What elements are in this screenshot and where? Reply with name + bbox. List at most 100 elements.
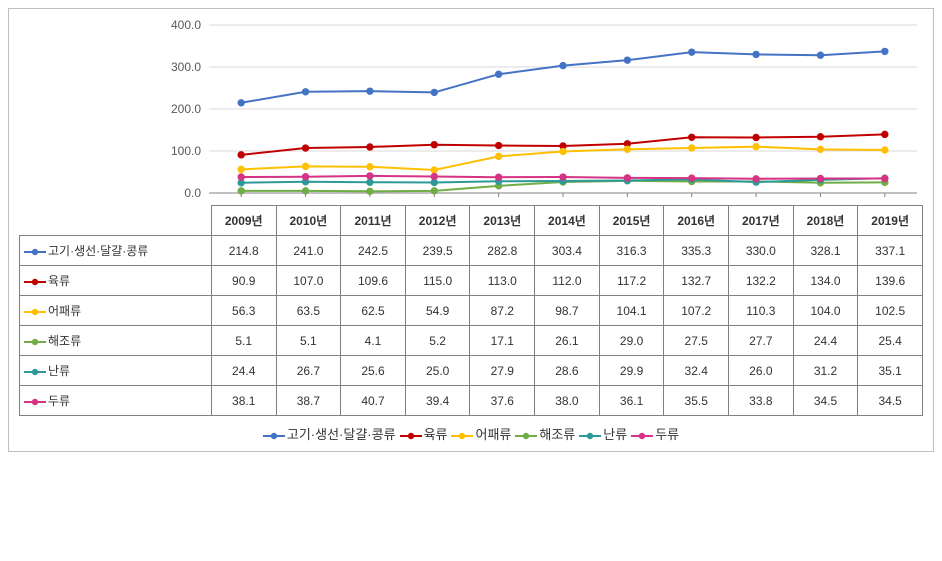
table-row: 두류38.138.740.739.437.638.036.135.533.834… — [20, 386, 923, 416]
table-cell: 25.6 — [341, 356, 406, 386]
table-cell: 63.5 — [276, 296, 341, 326]
table-cell: 132.2 — [729, 266, 794, 296]
chart-svg: 0.0100.0200.0300.0400.0 — [19, 15, 923, 205]
table-header-year: 2014년 — [535, 206, 600, 236]
series-name-label: 어패류 — [48, 304, 81, 318]
table-cell: 37.6 — [470, 386, 535, 416]
table-cell: 214.8 — [211, 236, 276, 266]
table-cell: 38.0 — [535, 386, 600, 416]
table-header-blank — [20, 206, 212, 236]
table-cell: 115.0 — [405, 266, 470, 296]
chart-frame: 0.0100.0200.0300.0400.0 2009년2010년2011년2… — [8, 8, 934, 452]
table-cell: 26.7 — [276, 356, 341, 386]
table-header-year: 2018년 — [793, 206, 858, 236]
table-row: 해조류5.15.14.15.217.126.129.027.527.724.42… — [20, 326, 923, 356]
table-cell: 33.8 — [729, 386, 794, 416]
table-header-year: 2010년 — [276, 206, 341, 236]
legend-item: 해조류 — [515, 427, 575, 442]
table-cell: 104.0 — [793, 296, 858, 326]
table-cell: 25.0 — [405, 356, 470, 386]
series-name-label: 육류 — [48, 274, 70, 288]
table-header-year: 2012년 — [405, 206, 470, 236]
table-row: 고기·생선·달걀·콩류 214.8241.0242.5239.5282.8303.… — [20, 236, 923, 266]
table-cell: 316.3 — [599, 236, 664, 266]
table-cell: 90.9 — [211, 266, 276, 296]
table-cell: 102.5 — [858, 296, 923, 326]
table-cell: 139.6 — [858, 266, 923, 296]
table-cell: 39.4 — [405, 386, 470, 416]
series-name-label: 해조류 — [48, 334, 81, 348]
series-name-cell: 어패류 — [20, 296, 212, 326]
table-cell: 28.6 — [535, 356, 600, 386]
legend: 고기·생선·달걀·콩류 육류어패류 해조류 난류 두류 — [19, 424, 923, 443]
line-chart: 0.0100.0200.0300.0400.0 — [19, 15, 923, 205]
table-cell: 27.7 — [729, 326, 794, 356]
table-cell: 35.1 — [858, 356, 923, 386]
table-cell: 4.1 — [341, 326, 406, 356]
table-cell: 40.7 — [341, 386, 406, 416]
table-cell: 24.4 — [211, 356, 276, 386]
table-cell: 38.7 — [276, 386, 341, 416]
series-name-label: 고기·생선·달걀·콩류 — [48, 244, 148, 258]
table-header-year: 2019년 — [858, 206, 923, 236]
table-cell: 26.0 — [729, 356, 794, 386]
legend-item: 고기·생선·달걀·콩류 — [263, 427, 396, 442]
table-cell: 17.1 — [470, 326, 535, 356]
table-cell: 29.0 — [599, 326, 664, 356]
table-cell: 337.1 — [858, 236, 923, 266]
table-header-year: 2017년 — [729, 206, 794, 236]
table-cell: 104.1 — [599, 296, 664, 326]
table-cell: 107.0 — [276, 266, 341, 296]
table-cell: 239.5 — [405, 236, 470, 266]
table-row: 육류90.9107.0109.6115.0113.0112.0117.2132.… — [20, 266, 923, 296]
series-name-cell: 두류 — [20, 386, 212, 416]
table-cell: 54.9 — [405, 296, 470, 326]
table-cell: 24.4 — [793, 326, 858, 356]
table-cell: 303.4 — [535, 236, 600, 266]
table-header-year: 2016년 — [664, 206, 729, 236]
table-cell: 27.9 — [470, 356, 535, 386]
legend-label: 해조류 — [539, 427, 575, 442]
legend-label: 육류 — [424, 427, 448, 442]
table-cell: 31.2 — [793, 356, 858, 386]
table-cell: 112.0 — [535, 266, 600, 296]
table-cell: 5.2 — [405, 326, 470, 356]
table-cell: 62.5 — [341, 296, 406, 326]
table-cell: 34.5 — [793, 386, 858, 416]
svg-text:400.0: 400.0 — [171, 18, 201, 32]
table-header-year: 2011년 — [341, 206, 406, 236]
table-cell: 36.1 — [599, 386, 664, 416]
svg-text:0.0: 0.0 — [184, 186, 201, 200]
table-cell: 34.5 — [858, 386, 923, 416]
legend-label: 고기·생선·달걀·콩류 — [287, 427, 396, 442]
legend-item: 난류 — [579, 427, 627, 442]
legend-item: 두류 — [631, 427, 679, 442]
series-name-cell: 고기·생선·달걀·콩류 — [20, 236, 212, 266]
table-cell: 25.4 — [858, 326, 923, 356]
table-cell: 328.1 — [793, 236, 858, 266]
legend-item: 어패류 — [451, 427, 511, 442]
table-header-year: 2015년 — [599, 206, 664, 236]
series-name-cell: 해조류 — [20, 326, 212, 356]
table-cell: 32.4 — [664, 356, 729, 386]
table-cell: 241.0 — [276, 236, 341, 266]
data-table-wrap: 2009년2010년2011년2012년2013년2014년2015년2016년… — [19, 205, 923, 416]
svg-text:100.0: 100.0 — [171, 144, 201, 158]
legend-item: 육류 — [400, 427, 448, 442]
table-cell: 113.0 — [470, 266, 535, 296]
table-cell: 29.9 — [599, 356, 664, 386]
series-name-label: 두류 — [48, 394, 70, 408]
table-cell: 242.5 — [341, 236, 406, 266]
table-cell: 87.2 — [470, 296, 535, 326]
table-cell: 282.8 — [470, 236, 535, 266]
table-cell: 26.1 — [535, 326, 600, 356]
table-cell: 56.3 — [211, 296, 276, 326]
table-cell: 110.3 — [729, 296, 794, 326]
table-header-year: 2009년 — [211, 206, 276, 236]
legend-label: 난류 — [603, 427, 627, 442]
table-cell: 5.1 — [276, 326, 341, 356]
table-cell: 109.6 — [341, 266, 406, 296]
table-cell: 27.5 — [664, 326, 729, 356]
svg-text:200.0: 200.0 — [171, 102, 201, 116]
table-cell: 107.2 — [664, 296, 729, 326]
